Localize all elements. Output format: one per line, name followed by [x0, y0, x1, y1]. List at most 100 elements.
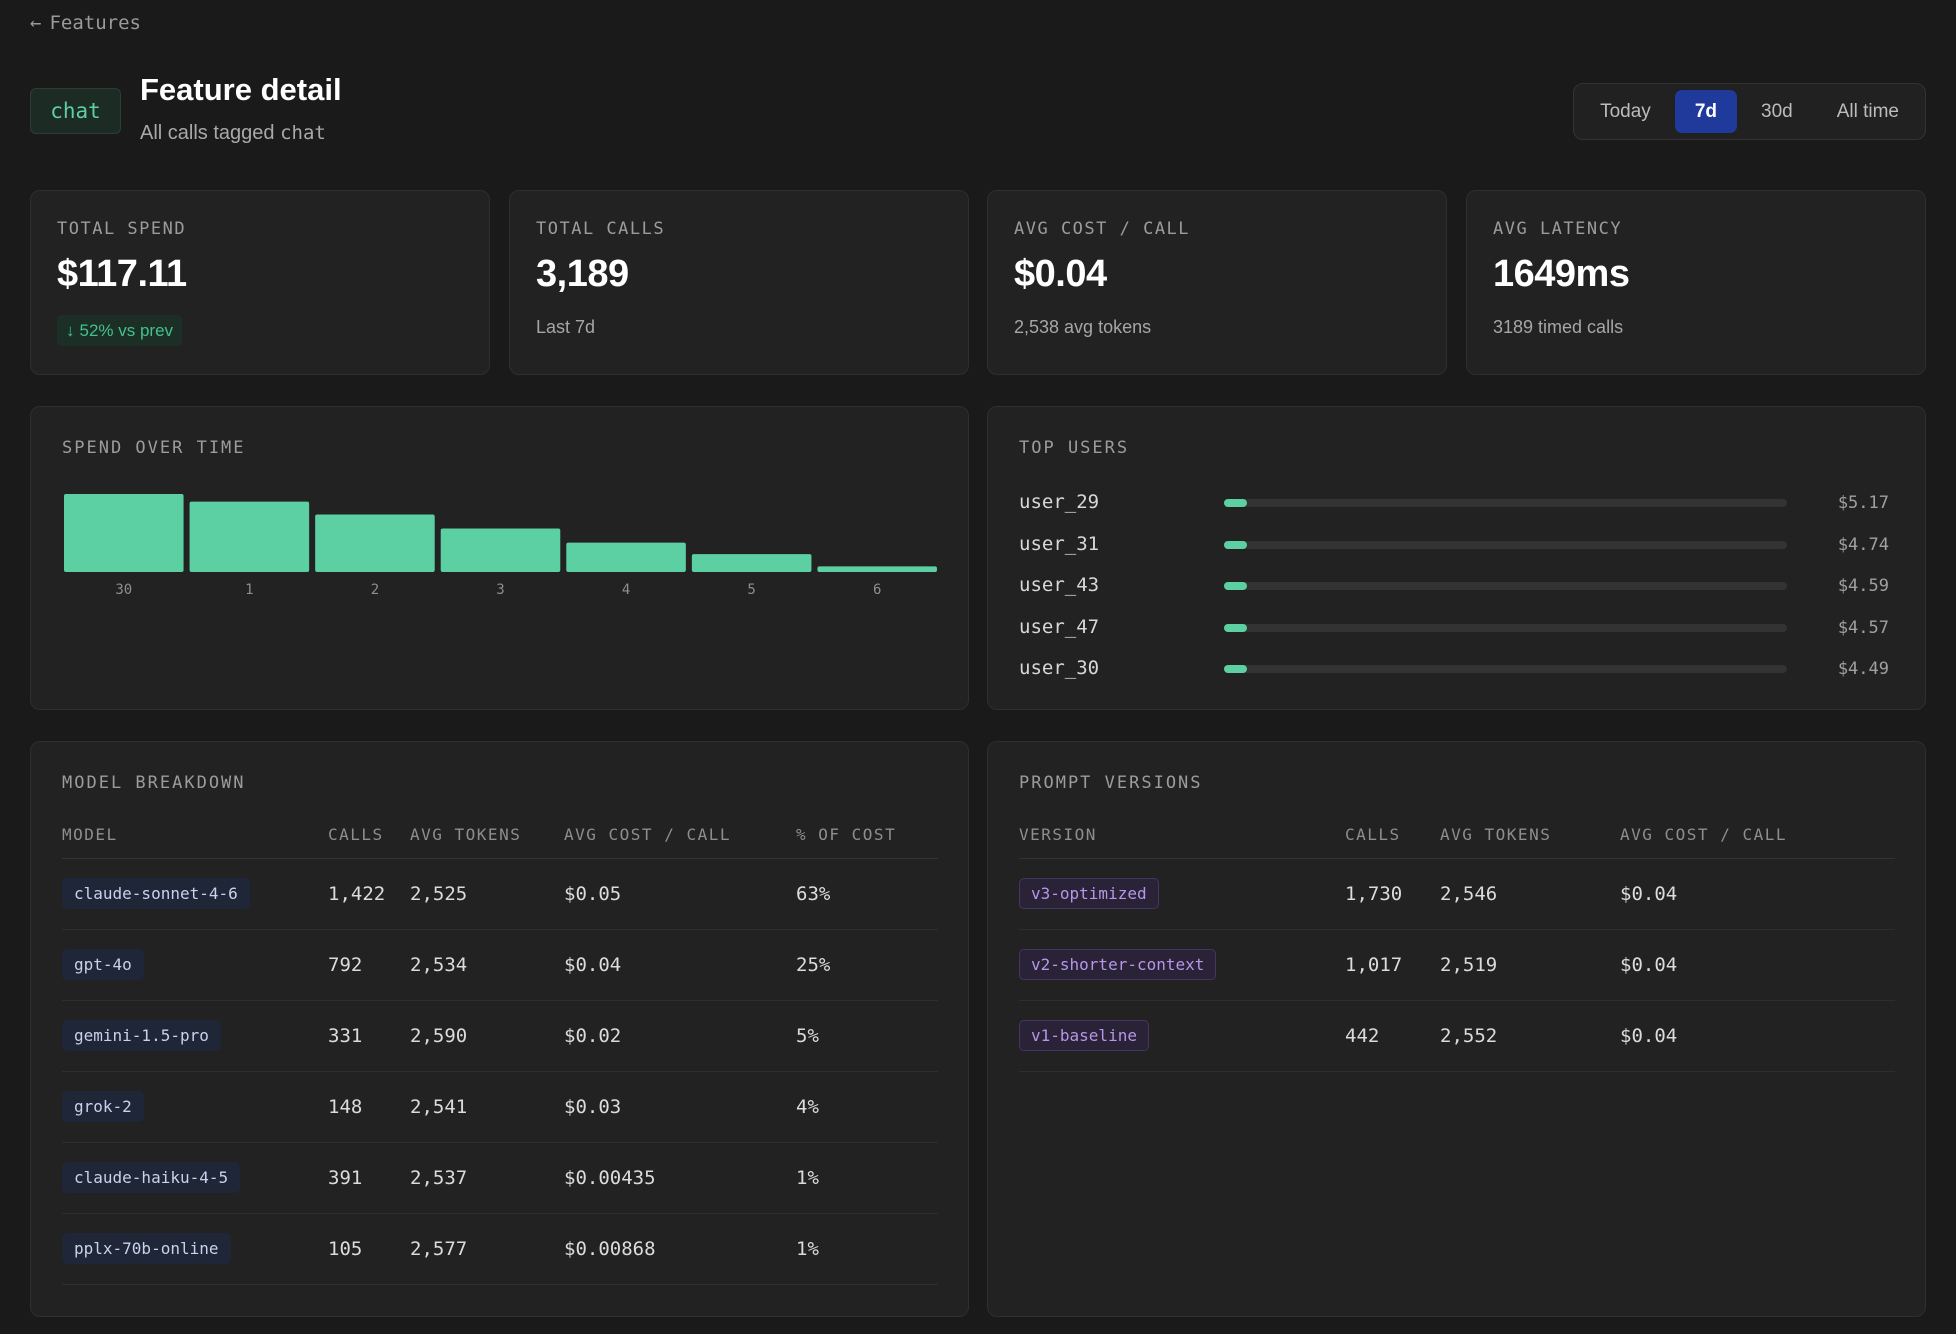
user-name: user_47	[1019, 615, 1100, 638]
section-title: SPEND OVER TIME	[62, 438, 246, 458]
table-cell: claude-sonnet-4-6	[62, 858, 328, 930]
table-cell: gemini-1.5-pro	[62, 1000, 328, 1072]
delta-badge: ↓ 52% vs prev	[57, 315, 183, 346]
table-cell: 2,546	[1440, 858, 1620, 930]
table-cell: $0.04	[564, 929, 796, 1001]
table-row[interactable]: pplx-70b-online 105 2,577 $0.00868 1%	[62, 1213, 938, 1285]
user-spend-bar	[1224, 540, 1787, 549]
column-header: AVG COST / CALL	[564, 812, 796, 859]
table-cell: 2,590	[410, 1000, 564, 1072]
spend-bar	[440, 528, 561, 572]
table-cell: $0.00868	[564, 1213, 796, 1285]
back-to-features-link[interactable]: ← Features	[30, 12, 141, 34]
stat-value: $117.11	[57, 253, 187, 295]
table-header-row: MODEL CALLS AVG TOKENS AVG COST / CALL% OF …	[62, 812, 938, 859]
table-cell: v1-baseline	[1019, 1000, 1345, 1072]
section-title: MODEL BREAKDOWN	[62, 773, 246, 793]
spend-bar	[691, 554, 812, 572]
model-name-pill: gemini-1.5-pro	[62, 1020, 221, 1051]
x-tick-label: 6	[873, 582, 881, 598]
user-spend-bar	[1224, 582, 1787, 590]
user-name: user_43	[1019, 574, 1100, 596]
table-cell: 1,422	[328, 858, 410, 930]
table-cell: 2,541	[410, 1071, 564, 1143]
table-cell: v2-shorter-context	[1019, 929, 1345, 1001]
table-cell: 25%	[796, 929, 938, 1001]
table-row[interactable]: claude-haiku-4-5 391 2,537 $0.00435 1%	[62, 1142, 938, 1214]
user-spend-bar-fill	[1224, 499, 1247, 507]
section-title: TOP USERS	[1019, 438, 1130, 458]
stat-label: TOTAL SPEND	[57, 219, 187, 239]
table-cell: $0.04	[1620, 1000, 1895, 1072]
table-header-row: VERSION CALLS AVG TOKENS AVG COST / CALL	[1019, 812, 1895, 859]
stat-subtext: Last 7d	[536, 317, 596, 337]
x-tick-label: 30	[115, 582, 132, 598]
table-row[interactable]: v3-optimized 1,730 2,546 $0.04	[1019, 858, 1895, 930]
stat-label: AVG LATENCY	[1493, 219, 1623, 239]
range-today-button[interactable]: Today	[1600, 100, 1651, 122]
table-cell: 1%	[796, 1142, 938, 1214]
table-row[interactable]: v2-shorter-context 1,017 2,519 $0.04	[1019, 929, 1895, 1001]
user-name: user_30	[1019, 657, 1100, 679]
table-cell: 2,537	[410, 1142, 564, 1214]
user-amount: $4.49	[1837, 659, 1889, 679]
user-row: user_29 $5.17	[1019, 489, 1889, 519]
table-cell: 1,017	[1345, 929, 1440, 1001]
subtitle-tag: chat	[280, 122, 326, 144]
spend-bar	[315, 514, 435, 572]
column-header: MODEL	[62, 812, 328, 859]
prompt-versions-card: PROMPT VERSIONS VERSION CALLS AVG TOKENS AV…	[987, 741, 1926, 1317]
spend-bar	[817, 566, 937, 572]
user-spend-bar	[1224, 499, 1787, 507]
page-subtitle: All calls tagged chat	[140, 122, 326, 145]
table-row[interactable]: claude-sonnet-4-6 1,422 2,525 $0.05 63%	[62, 858, 938, 930]
model-breakdown-table: MODEL CALLS AVG TOKENS AVG COST / CALL% OF …	[62, 812, 938, 1285]
user-spend-bar	[1224, 665, 1787, 673]
section-title: PROMPT VERSIONS	[1019, 773, 1203, 793]
x-tick-label: 5	[747, 582, 755, 598]
table-row[interactable]: v1-baseline 442 2,552 $0.04	[1019, 1000, 1895, 1072]
table-cell: grok-2	[62, 1071, 328, 1143]
range-all-time-button[interactable]: All time	[1836, 100, 1899, 122]
user-row: user_31 $4.74	[1019, 531, 1889, 561]
delta-text: 52% vs prev	[79, 320, 174, 340]
range-30d-button[interactable]: 30d	[1761, 100, 1793, 122]
spend-bar	[64, 494, 184, 572]
table-cell: 105	[328, 1213, 410, 1285]
user-row: user_43 $4.59	[1019, 572, 1889, 602]
column-header: AVG TOKENS	[1440, 812, 1620, 859]
back-link-label: Features	[49, 12, 141, 34]
table-cell: 1%	[796, 1213, 938, 1285]
avg-latency-card: AVG LATENCY 1649ms 3189 timed calls	[1466, 190, 1926, 375]
user-amount: $5.17	[1837, 493, 1889, 513]
table-cell: 2,552	[1440, 1000, 1620, 1072]
table-row[interactable]: gemini-1.5-pro 331 2,590 $0.02 5%	[62, 1000, 938, 1072]
x-tick-label: 2	[371, 582, 379, 598]
spend-over-time-card: SPEND OVER TIME 30 1 2 3 4 5 6	[30, 406, 969, 710]
table-cell: 2,534	[410, 929, 564, 1001]
model-name-pill: claude-sonnet-4-6	[62, 878, 250, 909]
table-cell: $0.04	[1620, 929, 1895, 1001]
table-cell: 5%	[796, 1000, 938, 1072]
user-spend-bar	[1224, 623, 1787, 632]
x-tick-label: 1	[245, 582, 253, 598]
user-amount: $4.74	[1837, 534, 1889, 555]
avg-cost-card: AVG COST / CALL $0.04 2,538 avg tokens	[987, 190, 1447, 375]
column-header: CALLS	[328, 812, 410, 859]
table-cell: v3-optimized	[1019, 858, 1345, 930]
page-title: Feature detail	[140, 72, 342, 107]
table-cell: claude-haiku-4-5	[62, 1142, 328, 1214]
version-name-pill: v2-shorter-context	[1019, 949, 1217, 980]
stat-value: 1649ms	[1493, 253, 1630, 295]
stat-subtext: 2,538 avg tokens	[1014, 317, 1152, 337]
model-name-pill: pplx-70b-online	[62, 1233, 231, 1264]
user-name: user_31	[1019, 532, 1100, 555]
table-row[interactable]: gpt-4o 792 2,534 $0.04 25%	[62, 929, 938, 1001]
table-cell: $0.02	[564, 1000, 796, 1072]
x-tick-label: 3	[496, 582, 504, 598]
table-row[interactable]: grok-2 148 2,541 $0.03 4%	[62, 1071, 938, 1143]
table-cell: gpt-4o	[62, 929, 328, 1001]
range-7d-button[interactable]: 7d	[1674, 90, 1737, 133]
spend-bar-chart: 30 1 2 3 4 5 6	[64, 494, 937, 598]
stat-subtext: 3189 timed calls	[1493, 317, 1624, 337]
